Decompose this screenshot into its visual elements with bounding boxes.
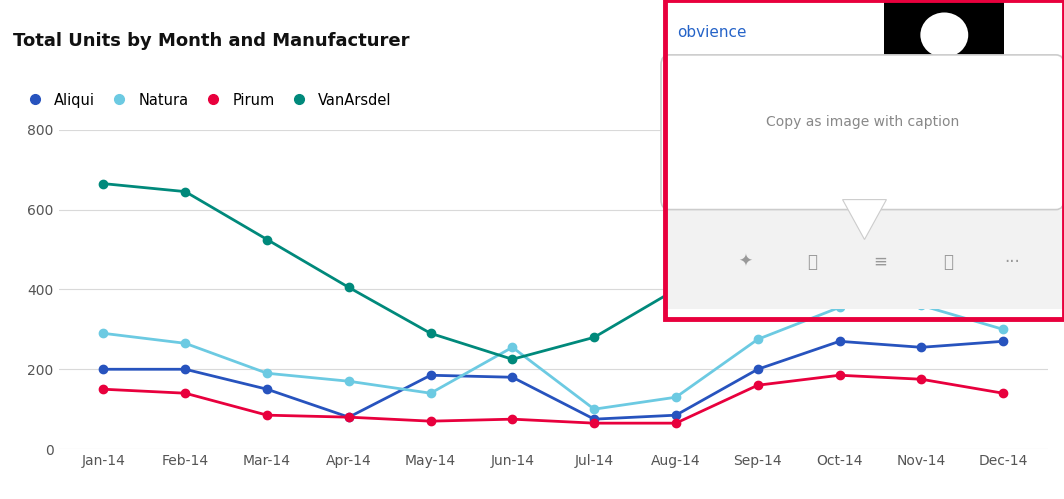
Pirum — [915, 376, 928, 382]
Text: ≡: ≡ — [874, 253, 887, 271]
Pirum — [261, 412, 273, 418]
Natura — [425, 390, 437, 396]
Ellipse shape — [920, 12, 968, 57]
VanArsdel — [97, 181, 110, 187]
Pirum — [425, 418, 437, 424]
Natura — [669, 394, 682, 400]
Bar — [884, 2, 1004, 67]
VanArsdel — [915, 137, 928, 143]
Natura — [343, 378, 355, 384]
Bar — [665, 210, 1064, 309]
VanArsdel — [343, 284, 355, 290]
VanArsdel — [261, 237, 273, 243]
Natura — [261, 370, 273, 376]
Polygon shape — [843, 200, 886, 240]
Natura — [915, 302, 928, 308]
Pirum — [587, 420, 600, 426]
Text: Total Units by Month and Manufacturer: Total Units by Month and Manufacturer — [13, 31, 410, 49]
Legend: Aliqui, Natura, Pirum, VanArsdel: Aliqui, Natura, Pirum, VanArsdel — [14, 87, 398, 113]
Aliqui — [261, 386, 273, 392]
Natura — [751, 336, 764, 342]
Pirum — [179, 390, 192, 396]
VanArsdel — [833, 171, 846, 177]
Pirum — [751, 382, 764, 388]
VanArsdel — [587, 334, 600, 340]
Text: ⧉: ⧉ — [808, 253, 817, 271]
Text: Copy as image with caption: Copy as image with caption — [766, 115, 959, 129]
Aliqui — [506, 374, 519, 380]
Bar — [665, 0, 1064, 319]
Natura — [997, 326, 1010, 332]
Aliqui — [343, 414, 355, 420]
Text: obvience: obvience — [677, 25, 747, 40]
Text: ⬜: ⬜ — [944, 253, 953, 271]
Line: Natura: Natura — [99, 301, 1008, 413]
Aliqui — [425, 372, 437, 378]
VanArsdel — [669, 286, 682, 292]
Line: VanArsdel: VanArsdel — [99, 136, 1008, 363]
Natura — [97, 330, 110, 336]
VanArsdel — [997, 209, 1010, 215]
VanArsdel — [179, 189, 192, 195]
Line: Aliqui: Aliqui — [99, 337, 1008, 423]
Aliqui — [587, 416, 600, 422]
Line: Pirum: Pirum — [99, 371, 1008, 427]
Text: ···: ··· — [1004, 253, 1020, 271]
Pirum — [343, 414, 355, 420]
Natura — [587, 406, 600, 412]
Text: ✦: ✦ — [737, 253, 752, 271]
Aliqui — [915, 344, 928, 350]
Aliqui — [751, 366, 764, 372]
Aliqui — [833, 338, 846, 344]
Natura — [833, 304, 846, 310]
FancyBboxPatch shape — [661, 55, 1064, 210]
Aliqui — [997, 338, 1010, 344]
Pirum — [833, 372, 846, 378]
Pirum — [506, 416, 519, 422]
Aliqui — [669, 412, 682, 418]
Aliqui — [97, 366, 110, 372]
VanArsdel — [425, 330, 437, 336]
Aliqui — [179, 366, 192, 372]
Natura — [179, 340, 192, 346]
VanArsdel — [506, 356, 519, 362]
Pirum — [97, 386, 110, 392]
Natura — [506, 344, 519, 350]
VanArsdel — [751, 195, 764, 201]
Pirum — [669, 420, 682, 426]
Pirum — [997, 390, 1010, 396]
